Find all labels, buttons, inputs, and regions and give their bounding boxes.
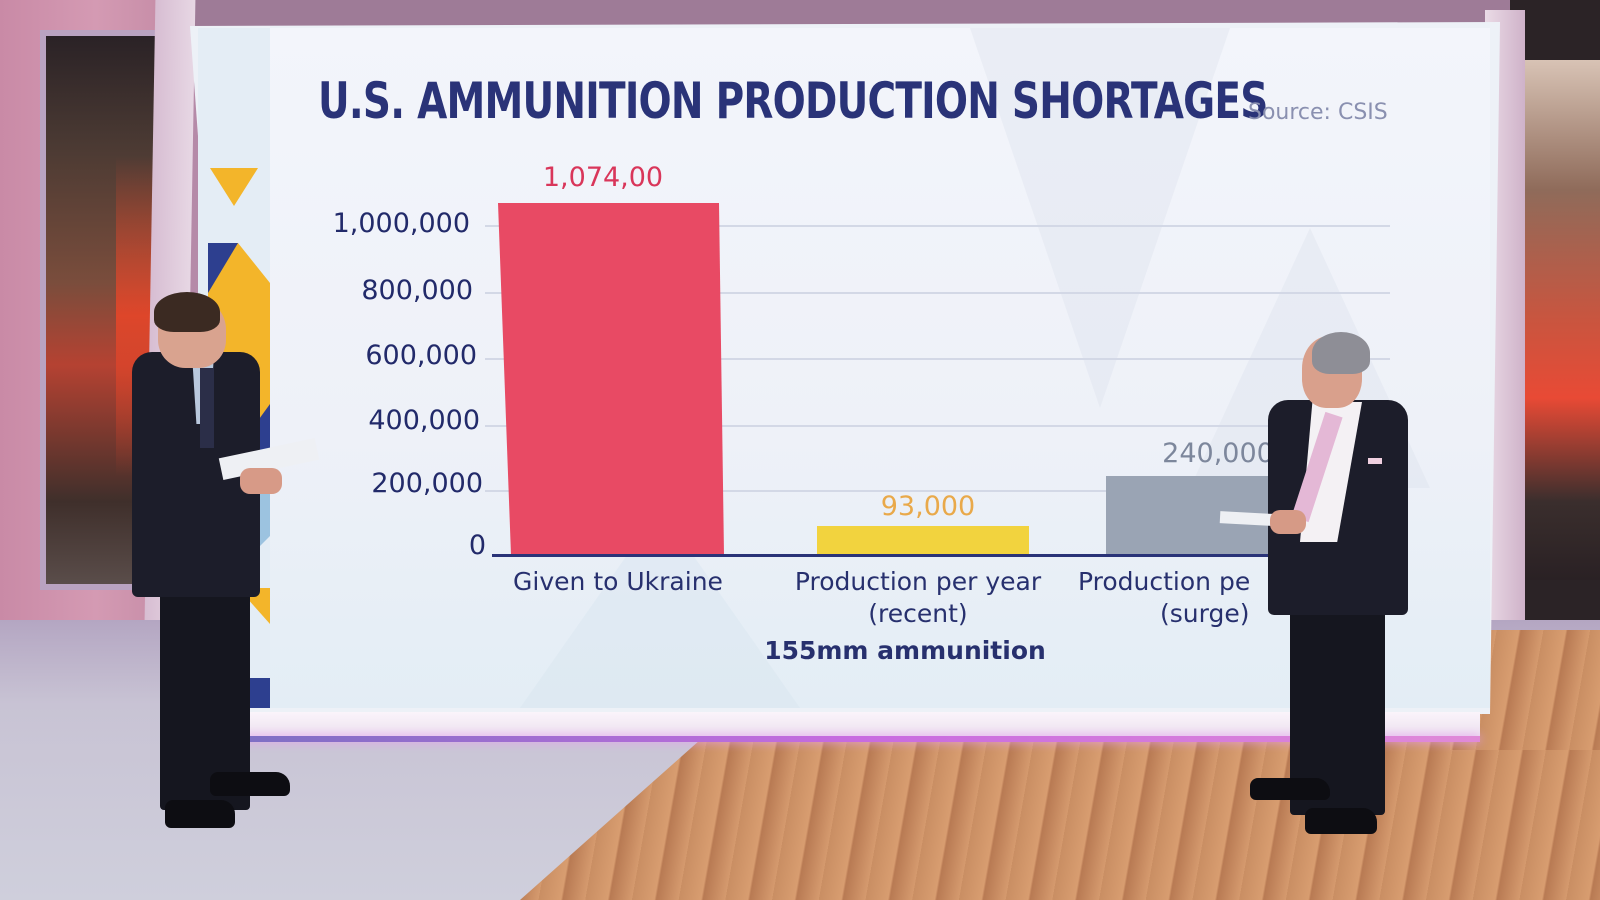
y-tick-label: 400,000 bbox=[368, 405, 480, 436]
y-tick-label: 1,000,000 bbox=[332, 208, 470, 239]
x-axis-line bbox=[492, 554, 1292, 557]
category-label: Given to Ukraine bbox=[488, 566, 748, 598]
chart-title: U.S. AMMUNITION PRODUCTION SHORTAGES bbox=[318, 72, 1268, 130]
category-label-line: Production pe bbox=[1078, 567, 1251, 596]
gridline bbox=[485, 490, 1390, 492]
chart-source: Source: CSIS bbox=[1248, 100, 1388, 125]
category-label-line: (recent) bbox=[868, 599, 968, 628]
wooden-floor bbox=[520, 740, 1600, 900]
led-strip bbox=[240, 736, 1480, 742]
bar-production-recent bbox=[817, 526, 1029, 555]
triangle-decoration bbox=[210, 168, 258, 206]
y-tick-label: 800,000 bbox=[361, 275, 473, 306]
category-label-line: (surge) bbox=[1160, 599, 1250, 628]
gridline bbox=[485, 425, 1390, 427]
category-label: Production pe (surge) bbox=[1070, 566, 1350, 630]
studio-ceiling bbox=[0, 0, 1600, 26]
presenter-right bbox=[1219, 330, 1420, 850]
background-triangle bbox=[970, 28, 1230, 408]
y-tick-label: 200,000 bbox=[371, 468, 483, 499]
presenter-left bbox=[130, 290, 320, 850]
category-label: Production per year (recent) bbox=[778, 566, 1058, 630]
gridline bbox=[485, 358, 1390, 360]
bar-value-label: 93,000 bbox=[880, 491, 976, 522]
category-label-line: Given to Ukraine bbox=[513, 567, 723, 596]
y-tick-label: 600,000 bbox=[365, 340, 477, 371]
y-tick-label: 0 bbox=[468, 530, 486, 561]
studio-window-right bbox=[1520, 60, 1600, 580]
x-axis-title: 155mm ammunition bbox=[764, 636, 1046, 665]
gridline bbox=[485, 292, 1390, 294]
bar-value-label: 1,074,00 bbox=[542, 162, 664, 193]
bar-given-to-ukraine bbox=[498, 203, 724, 555]
category-label-line: Production per year bbox=[794, 567, 1042, 596]
gridline bbox=[485, 225, 1390, 227]
screen-base bbox=[240, 712, 1480, 736]
bar-value-label: 240,000 bbox=[1162, 438, 1274, 469]
